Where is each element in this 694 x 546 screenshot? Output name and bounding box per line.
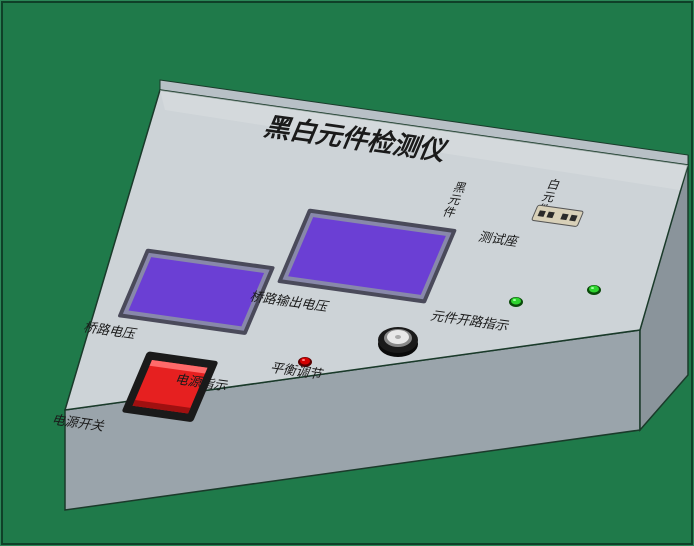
led-green-2 [587,285,601,295]
knob-balance-adjust[interactable] [378,327,418,357]
device-rendering: 黑白元件检测仪 桥路电压 桥路输出电压 电源开关 电源指示 平衡调节 黑 [0,0,694,546]
led-green-1 [509,297,523,307]
